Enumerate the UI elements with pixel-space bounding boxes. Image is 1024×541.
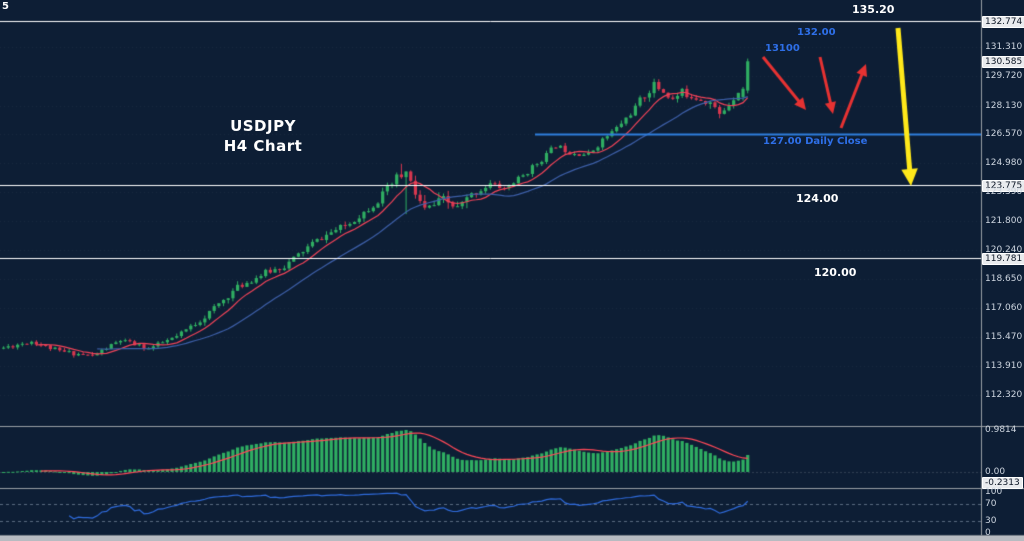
- watermark-timeframe: H4 Chart: [223, 137, 303, 155]
- macd-axis-label: -0.2313: [982, 476, 1023, 489]
- price-axis[interactable]: 132.774 131.310 130.585 129.720 128.130 126.5…: [982, 0, 1024, 538]
- time-axis[interactable]: [0, 536, 1024, 541]
- price-tag: 130.585: [982, 55, 1024, 68]
- price-tag: 123.775: [982, 180, 1024, 193]
- price-axis-label: 121.800: [985, 216, 1023, 227]
- price-axis-label: 117.060: [985, 303, 1023, 314]
- rsi-axis-label: 100: [985, 487, 1003, 497]
- price-axis-label: 112.320: [985, 389, 1023, 400]
- macd-axis-label: 0.9814: [985, 424, 1017, 435]
- price-axis-label: 118.650: [985, 274, 1023, 285]
- price-axis-label: 126.570: [985, 129, 1023, 140]
- rsi-axis-label: 30: [985, 515, 997, 526]
- price-tag: 132.774: [982, 15, 1024, 28]
- rsi-axis-label: 0: [985, 528, 991, 538]
- price-axis-label: 113.910: [985, 360, 1023, 371]
- price-axis-label: 115.470: [985, 332, 1023, 343]
- price-tag: 119.781: [982, 253, 1024, 266]
- price-axis-label: 128.130: [985, 100, 1023, 111]
- chart-watermark: USDJPY H4 Chart: [198, 116, 328, 156]
- price-axis-label: 123.390: [985, 187, 1023, 198]
- rsi-axis-label: 70: [985, 499, 997, 510]
- price-axis-label: 131.310: [985, 42, 1023, 53]
- macd-axis-label: 0.00: [985, 467, 1006, 477]
- price-axis-label: 124.980: [985, 158, 1023, 169]
- price-axis-label: 129.720: [985, 71, 1023, 82]
- watermark-symbol: USDJPY: [230, 117, 296, 135]
- price-axis-label: 120.240: [985, 244, 1023, 255]
